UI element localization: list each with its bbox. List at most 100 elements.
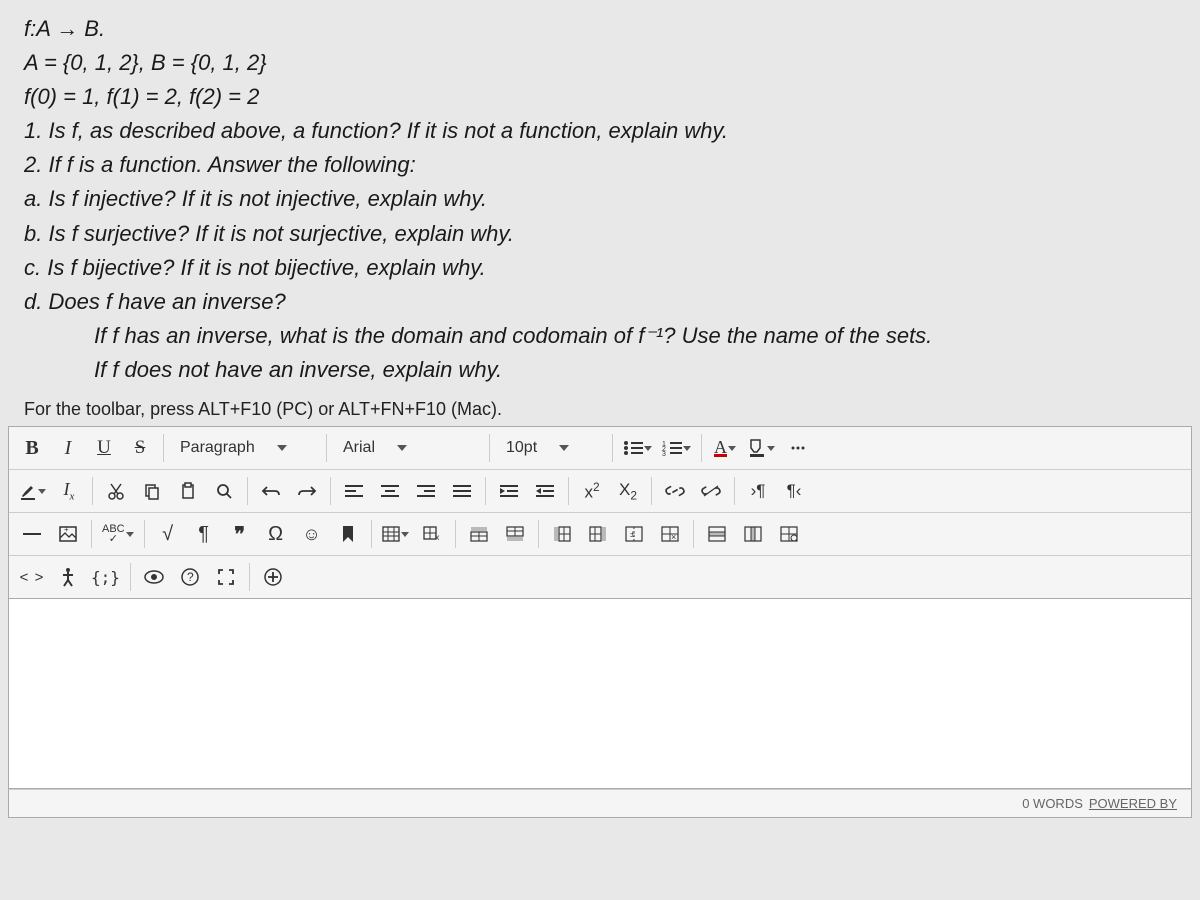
delete-table-button[interactable]: ×: [415, 517, 449, 551]
text-color-button[interactable]: A: [708, 431, 742, 465]
more-icon: [791, 445, 805, 451]
bookmark-button[interactable]: [331, 517, 365, 551]
hr-button[interactable]: [15, 517, 49, 551]
chevron-down-icon: [559, 445, 569, 451]
emoji-button[interactable]: ☺: [295, 517, 329, 551]
separator: [489, 434, 490, 462]
clear-format-button[interactable]: Ix: [52, 474, 86, 508]
indent-icon: [500, 484, 518, 498]
search-icon: [215, 482, 233, 500]
align-justify-button[interactable]: [445, 474, 479, 508]
undo-button[interactable]: [254, 474, 288, 508]
bookmark-icon: [341, 525, 355, 543]
bullet-list-button[interactable]: [619, 431, 656, 465]
unlink-button[interactable]: [694, 474, 728, 508]
clear-format-icon: Ix: [64, 479, 75, 503]
font-label: Arial: [343, 439, 375, 457]
highlight-button[interactable]: [15, 474, 50, 508]
paste-icon: [179, 482, 197, 500]
align-left-button[interactable]: [337, 474, 371, 508]
redo-button[interactable]: [290, 474, 324, 508]
indent-button[interactable]: [492, 474, 526, 508]
delete-row-button[interactable]: [700, 517, 734, 551]
toolbar-row-3: + ABC✓ √ ¶ ❞ Ω ☺ × ± ×: [9, 513, 1191, 556]
link-button[interactable]: [658, 474, 692, 508]
number-list-button[interactable]: 123: [658, 431, 695, 465]
hr-icon: [23, 529, 41, 539]
help-button[interactable]: ?: [173, 560, 207, 594]
bold-button[interactable]: B: [15, 431, 49, 465]
separator: [247, 477, 248, 505]
table-button[interactable]: [378, 517, 413, 551]
find-button[interactable]: [207, 474, 241, 508]
del-row-icon: [708, 526, 726, 542]
delete-col-button[interactable]: [736, 517, 770, 551]
separator: [485, 477, 486, 505]
font-select[interactable]: Arial: [333, 431, 483, 465]
table-props-button[interactable]: [772, 517, 806, 551]
strike-button[interactable]: S: [123, 431, 157, 465]
source-button[interactable]: < >: [15, 560, 49, 594]
editor-textarea[interactable]: [8, 599, 1192, 789]
table-props-icon: [780, 526, 798, 542]
separator: [693, 520, 694, 548]
insert-col-right-button[interactable]: [581, 517, 615, 551]
merge-icon: ±: [625, 526, 643, 542]
separator: [326, 434, 327, 462]
accessibility-button[interactable]: [51, 560, 85, 594]
cut-icon: [107, 482, 125, 500]
quote-icon: ❞: [234, 522, 245, 547]
q-line-11: If f does not have an inverse, explain w…: [24, 353, 1176, 387]
fullscreen-button[interactable]: [209, 560, 243, 594]
highlight-icon: [748, 438, 766, 458]
delete-cell-icon: ×: [661, 526, 679, 542]
omega-button[interactable]: Ω: [259, 517, 293, 551]
chevron-down-icon: [126, 532, 134, 537]
del-col-icon: [744, 526, 762, 542]
q-line-2: A = {0, 1, 2}, B = {0, 1, 2}: [24, 46, 1176, 80]
align-right-button[interactable]: [409, 474, 443, 508]
spellcheck-button[interactable]: ABC✓: [98, 517, 138, 551]
cut-button[interactable]: [99, 474, 133, 508]
chevron-down-icon: [401, 532, 409, 537]
q-line-8: c. Is f bijective? If it is not bijectiv…: [24, 251, 1176, 285]
insert-col-left-button[interactable]: [545, 517, 579, 551]
subscript-button[interactable]: X2: [611, 474, 645, 508]
paragraph-select[interactable]: Paragraph: [170, 431, 320, 465]
fullscreen-icon: [218, 569, 234, 585]
delete-table-icon: ×: [423, 526, 441, 542]
rtl-button[interactable]: ¶‹: [777, 474, 811, 508]
preview-button[interactable]: [137, 560, 171, 594]
subscript-icon: X2: [619, 480, 637, 502]
math-button[interactable]: √: [151, 517, 185, 551]
quote-button[interactable]: ❞: [223, 517, 257, 551]
more-button[interactable]: [781, 431, 815, 465]
editor-toolbar: B I U S Paragraph Arial 10pt 123 A: [8, 426, 1192, 599]
separator: [651, 477, 652, 505]
delete-cell-button[interactable]: ×: [653, 517, 687, 551]
svg-text:?: ?: [187, 570, 194, 584]
ltr-button[interactable]: ›¶: [741, 474, 775, 508]
outdent-button[interactable]: [528, 474, 562, 508]
css-class-button[interactable]: {;}: [87, 560, 124, 594]
paste-button[interactable]: [171, 474, 205, 508]
ltr-icon: ›¶: [751, 481, 766, 501]
insert-row-above-button[interactable]: [462, 517, 496, 551]
merge-cells-button[interactable]: ±: [617, 517, 651, 551]
copy-button[interactable]: [135, 474, 169, 508]
editor-footer: 0 WORDS POWERED BY: [8, 789, 1192, 818]
separator: [734, 477, 735, 505]
omega-icon: Ω: [268, 523, 283, 546]
align-center-button[interactable]: [373, 474, 407, 508]
image-button[interactable]: +: [51, 517, 85, 551]
size-select[interactable]: 10pt: [496, 431, 606, 465]
insert-row-below-button[interactable]: [498, 517, 532, 551]
add-content-button[interactable]: [256, 560, 290, 594]
superscript-button[interactable]: x2: [575, 474, 609, 508]
table-icon: [382, 526, 400, 542]
pilcrow-button[interactable]: ¶: [187, 517, 221, 551]
italic-button[interactable]: I: [51, 431, 85, 465]
underline-button[interactable]: U: [87, 431, 121, 465]
highlight-color-button[interactable]: [744, 431, 779, 465]
unlink-icon: [701, 484, 721, 498]
